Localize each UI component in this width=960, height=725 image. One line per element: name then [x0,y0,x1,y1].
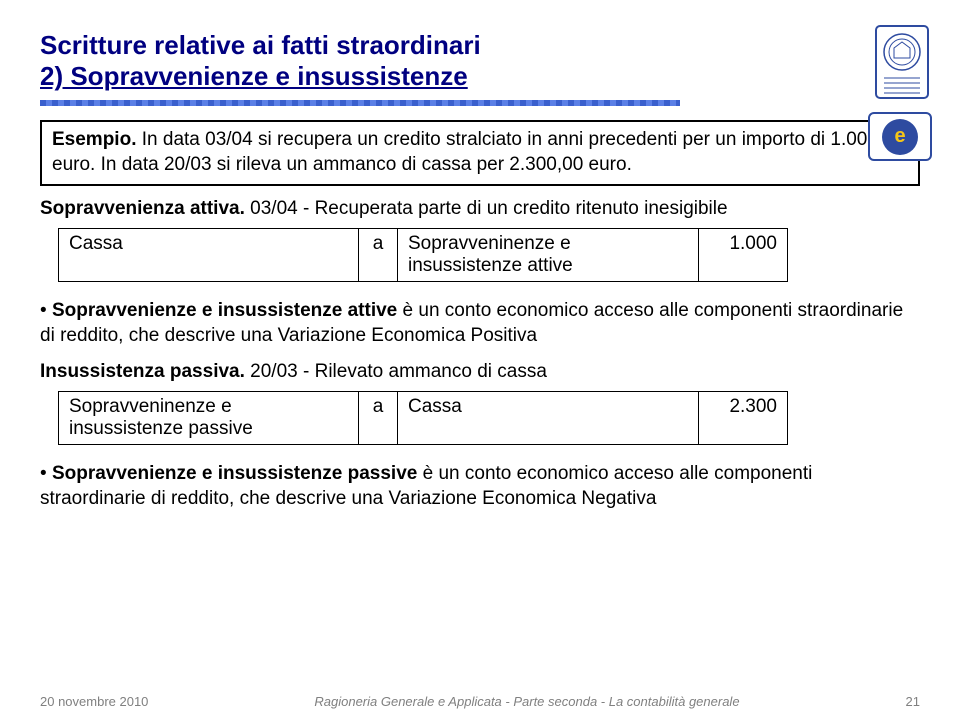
footer-center: Ragioneria Generale e Applicata - Parte … [314,694,739,709]
bullet-1: Sopravvenienze e insussistenze attive è … [40,298,920,349]
footer-page: 21 [906,694,920,709]
slide-container: e Scritture relative ai fatti straordina… [0,0,960,725]
university-seal-icon [872,22,932,102]
section2-label-rest: 20/03 - Rilevato ammanco di cassa [245,361,547,382]
example-label: Esempio. [52,129,136,150]
entry1-a: a [358,228,398,282]
example-text: In data 03/04 si recupera un credito str… [52,129,904,175]
entry1-amount: 1.000 [698,228,788,282]
slide-title-line2: 2) Sopravvenienze e insussistenze [40,61,920,92]
bullet-2: Sopravvenienze e insussistenze passive è… [40,461,920,512]
entry2-credit: Cassa [398,391,698,445]
footer-date: 20 novembre 2010 [40,694,148,709]
euro-logo-icon: e [868,112,932,161]
bullet2-bold: Sopravvenienze e insussistenze passive [52,463,417,484]
slide-title-line1: Scritture relative ai fatti straordinari [40,30,920,61]
slide-footer: 20 novembre 2010 Ragioneria Generale e A… [40,694,920,709]
entry1-credit: Sopravveninenze e insussistenze attive [398,228,698,282]
example-box: Esempio. In data 03/04 si recupera un cr… [40,120,920,185]
section1-label: Sopravvenienza attiva. 03/04 - Recuperat… [40,198,920,220]
entry2-a: a [358,391,398,445]
section2-label-bold: Insussistenza passiva. [40,361,245,382]
section1-label-rest: 03/04 - Recuperata parte di un credito r… [245,198,728,219]
entry2-amount: 2.300 [698,391,788,445]
title-underline [40,100,680,106]
entry2-debit: Sopravveninenze e insussistenze passive [58,391,358,445]
journal-entry-1: Cassa a Sopravveninenze e insussistenze … [58,228,920,282]
section2-label: Insussistenza passiva. 20/03 - Rilevato … [40,361,920,383]
entry1-debit: Cassa [58,228,358,282]
bullet1-bold: Sopravvenienze e insussistenze attive [52,300,397,321]
journal-entry-2: Sopravveninenze e insussistenze passive … [58,391,920,445]
section1-label-bold: Sopravvenienza attiva. [40,198,245,219]
